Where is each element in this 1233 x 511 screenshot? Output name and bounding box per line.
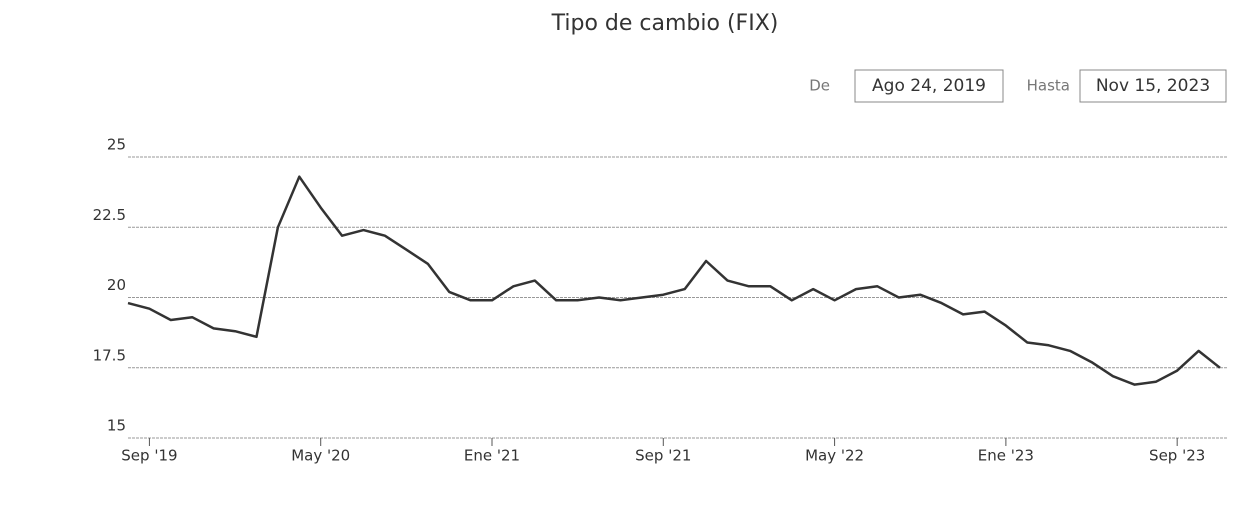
x-tick-label: May '20 <box>291 447 350 465</box>
to-label: Hasta <box>1027 77 1070 95</box>
x-tick-label: Ene '23 <box>978 447 1034 465</box>
chart-title: Tipo de cambio (FIX) <box>551 11 779 36</box>
x-tick-label: Sep '19 <box>121 447 177 465</box>
from-label: De <box>809 77 830 95</box>
series-line <box>127 175 1221 386</box>
y-tick-label: 20 <box>107 276 126 294</box>
y-tick-label: 22.5 <box>93 206 126 224</box>
to-input[interactable] <box>1079 69 1227 103</box>
x-tick-label: Ene '21 <box>464 447 520 465</box>
x-tick-label: May '22 <box>805 447 864 465</box>
to-value[interactable]: Nov 15, 2023 <box>1096 76 1210 96</box>
y-tick-label: 25 <box>107 136 126 154</box>
x-tick-label: Sep '23 <box>1149 447 1205 465</box>
from-input[interactable] <box>854 69 1004 103</box>
x-tick-label: Sep '21 <box>635 447 691 465</box>
y-tick-label: 15 <box>107 417 126 435</box>
from-value[interactable]: Ago 24, 2019 <box>872 76 986 96</box>
y-tick-label: 17.5 <box>93 346 126 364</box>
